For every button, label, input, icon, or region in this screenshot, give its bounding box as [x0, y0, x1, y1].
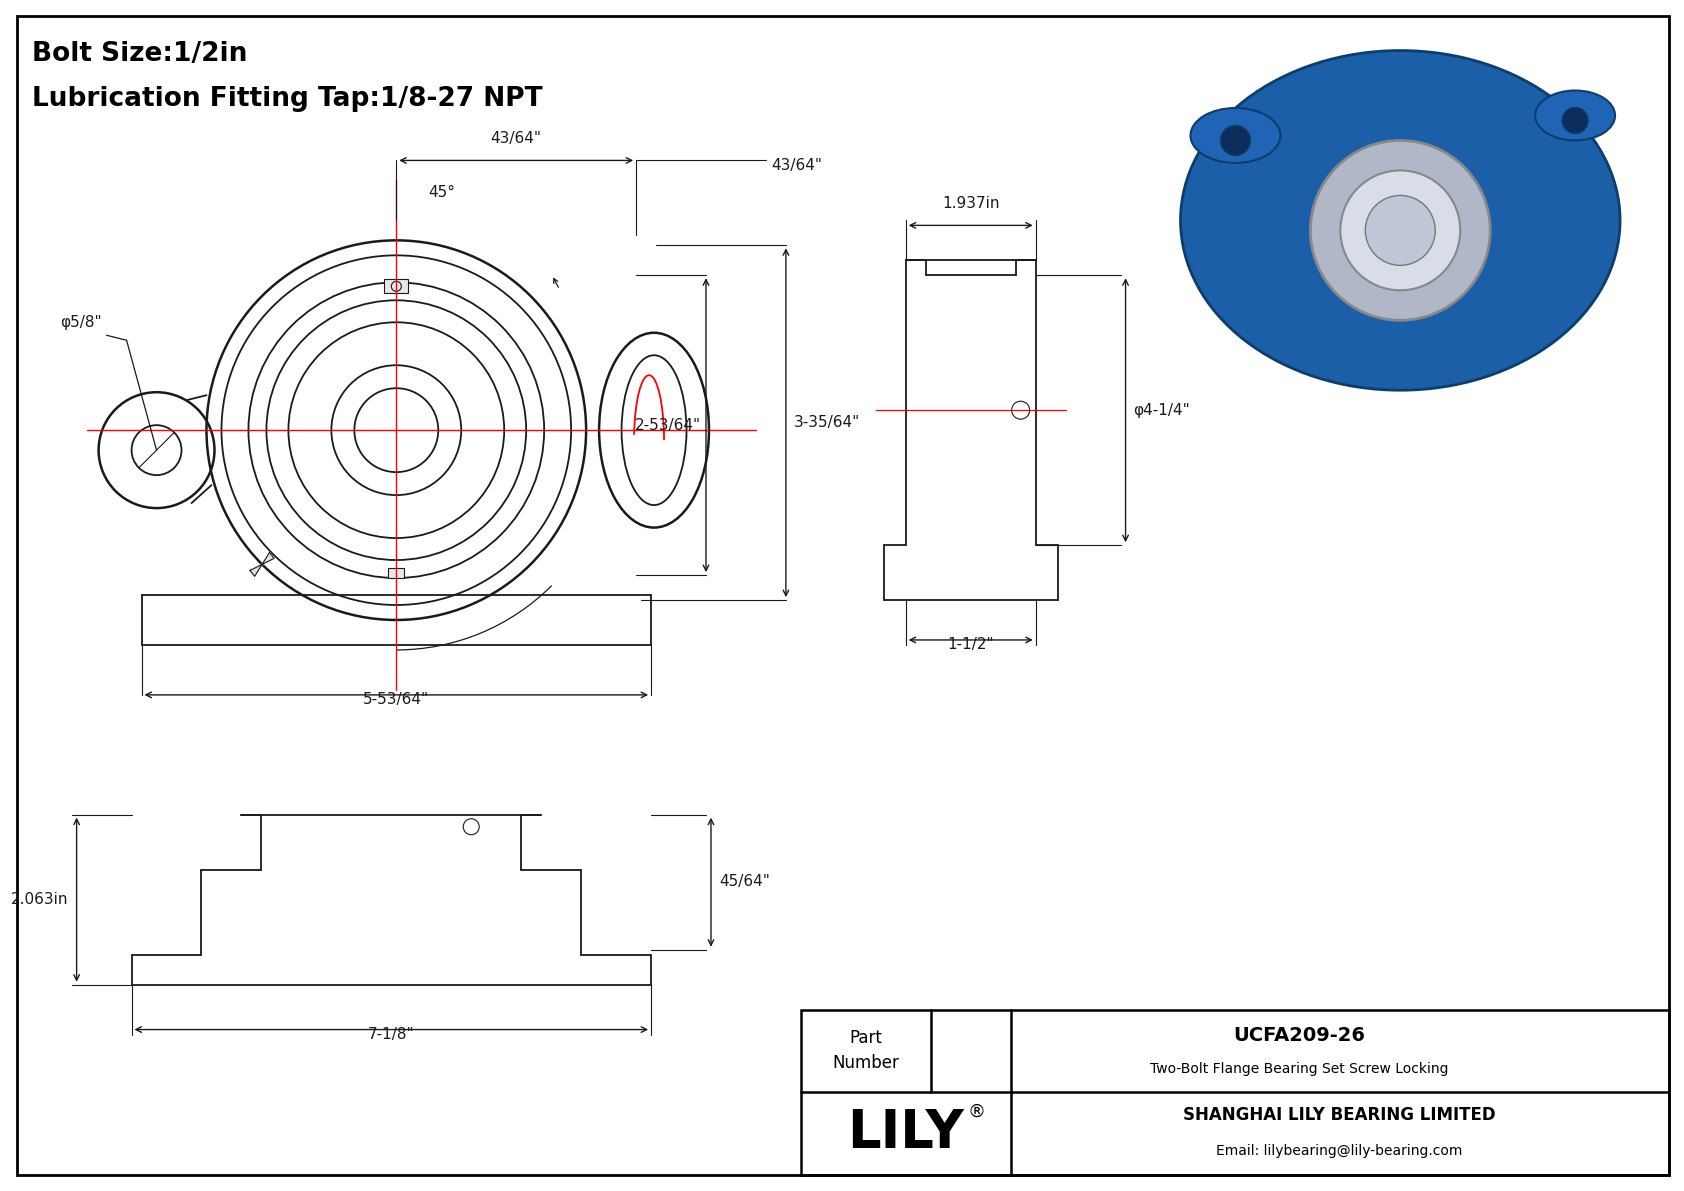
- Text: φ5/8": φ5/8": [61, 316, 101, 330]
- Circle shape: [1340, 170, 1460, 291]
- Bar: [802, 1010, 1669, 1176]
- Text: SHANGHAI LILY BEARING LIMITED: SHANGHAI LILY BEARING LIMITED: [1184, 1106, 1495, 1124]
- Ellipse shape: [1191, 108, 1280, 163]
- Text: 45°: 45°: [428, 186, 455, 200]
- Text: 45/64": 45/64": [719, 874, 770, 890]
- Text: 2-53/64": 2-53/64": [635, 418, 701, 432]
- Polygon shape: [251, 553, 274, 576]
- Ellipse shape: [1536, 91, 1615, 141]
- Text: Bolt Size:1/2in: Bolt Size:1/2in: [32, 40, 248, 67]
- Text: 2.063in: 2.063in: [12, 892, 69, 908]
- Bar: [384, 280, 408, 293]
- Text: ®: ®: [968, 1103, 985, 1121]
- Text: Lubrication Fitting Tap:1/8-27 NPT: Lubrication Fitting Tap:1/8-27 NPT: [32, 86, 542, 112]
- Text: 43/64": 43/64": [771, 158, 822, 173]
- Text: 5-53/64": 5-53/64": [364, 692, 429, 707]
- Text: UCFA209-26: UCFA209-26: [1233, 1027, 1366, 1045]
- Text: Part
Number: Part Number: [832, 1029, 899, 1072]
- Text: φ4-1/4": φ4-1/4": [1133, 403, 1191, 418]
- Circle shape: [1366, 195, 1435, 266]
- Text: 1-1/2": 1-1/2": [948, 637, 994, 651]
- Text: 7-1/8": 7-1/8": [369, 1027, 414, 1042]
- Text: Two-Bolt Flange Bearing Set Screw Locking: Two-Bolt Flange Bearing Set Screw Lockin…: [1150, 1061, 1448, 1075]
- Text: 43/64": 43/64": [490, 131, 542, 146]
- Text: 1.937in: 1.937in: [941, 197, 1000, 211]
- Circle shape: [1310, 141, 1490, 320]
- Circle shape: [1221, 125, 1251, 156]
- Circle shape: [1563, 107, 1588, 133]
- Text: 3-35/64": 3-35/64": [793, 416, 861, 430]
- Bar: [389, 568, 404, 578]
- Text: LILY: LILY: [847, 1108, 965, 1160]
- Text: Email: lilybearing@lily-bearing.com: Email: lilybearing@lily-bearing.com: [1216, 1145, 1462, 1159]
- Ellipse shape: [1180, 50, 1620, 391]
